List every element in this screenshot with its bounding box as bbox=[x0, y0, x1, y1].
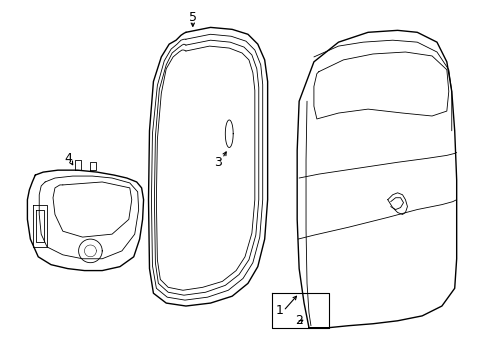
Text: 5: 5 bbox=[188, 11, 196, 24]
Text: 4: 4 bbox=[65, 152, 73, 165]
Text: 3: 3 bbox=[214, 156, 222, 169]
Text: 2: 2 bbox=[295, 314, 303, 327]
Text: 1: 1 bbox=[275, 305, 283, 318]
